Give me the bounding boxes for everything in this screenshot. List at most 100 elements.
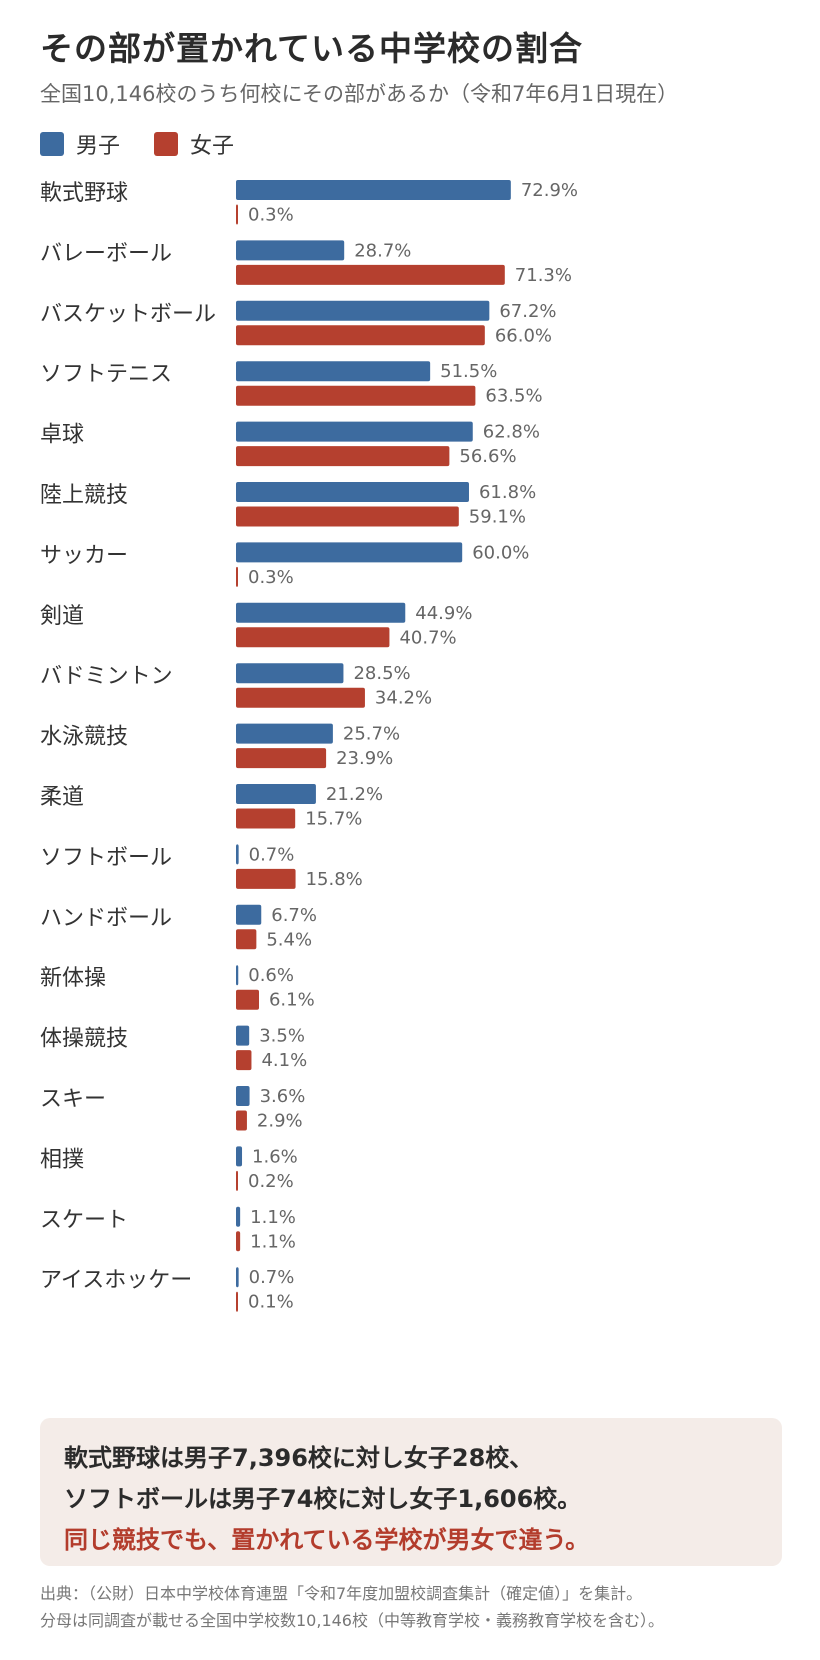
category-label: 軟式野球 <box>40 181 128 206</box>
value-label-female: 63.5% <box>485 386 542 407</box>
category-label: 水泳競技 <box>40 725 128 750</box>
bar-female <box>236 1231 241 1252</box>
bar-male <box>236 904 262 925</box>
bar-male <box>236 1086 250 1106</box>
category-label: バスケットボール <box>40 302 216 327</box>
bar-male <box>236 180 511 200</box>
category-label: バレーボール <box>40 241 172 266</box>
value-label-male: 0.7% <box>249 844 295 865</box>
category-label: 卓球 <box>40 423 84 448</box>
value-label-female: 66.0% <box>495 325 552 346</box>
legend-label-female: 女子 <box>190 134 235 159</box>
value-label-female: 0.2% <box>248 1171 294 1192</box>
bar-female <box>236 868 296 889</box>
value-label-female: 23.9% <box>336 748 393 769</box>
value-label-male: 25.7% <box>343 724 400 745</box>
bar-female <box>236 385 476 406</box>
value-label-male: 60.0% <box>472 542 529 563</box>
bar-female <box>236 1050 252 1071</box>
bar-male <box>236 542 463 563</box>
bar-female <box>236 204 238 225</box>
value-label-female: 5.4% <box>266 929 312 950</box>
value-label-female: 71.3% <box>515 265 572 286</box>
category-label: 新体操 <box>40 966 106 991</box>
bar-male <box>236 300 490 321</box>
bar-chart: 軟式野球 72.9% 0.3% バレーボール 28.7% 71.3% バスケットボール 67.… <box>40 180 578 1313</box>
bar-male <box>236 663 344 684</box>
chart-title: その部が置かれている中学校の割合 <box>40 29 584 68</box>
category-label: 体操競技 <box>40 1027 128 1052</box>
category-label: ハンドボール <box>40 906 172 931</box>
bar-female <box>236 446 450 467</box>
bar-male <box>236 240 345 261</box>
bar-female <box>236 566 238 587</box>
category-label: ソフトボール <box>40 845 172 870</box>
legend-item-male: 男子 <box>40 128 120 160</box>
value-label-female: 0.3% <box>248 567 294 588</box>
value-label-female: 2.9% <box>257 1111 303 1132</box>
value-label-female: 0.3% <box>248 205 294 226</box>
value-label-female: 15.8% <box>306 869 363 890</box>
category-label: サッカー <box>40 543 128 568</box>
value-label-female: 6.1% <box>269 990 315 1011</box>
bar-male <box>236 1146 243 1167</box>
bar-male <box>236 421 473 442</box>
category-label: ソフトテニス <box>40 362 172 387</box>
source-line-1: 出典：（公財）日本中学校体育連盟「令和7年度加盟校調査集計（確定値）」を集計。 <box>40 1584 643 1603</box>
value-label-male: 67.2% <box>499 301 556 322</box>
category-label: 陸上競技 <box>40 483 128 508</box>
bar-male <box>236 723 333 744</box>
value-label-male: 0.7% <box>249 1267 295 1288</box>
legend-label-male: 男子 <box>76 134 121 159</box>
category-label: バドミントン <box>40 664 173 689</box>
bar-male <box>236 602 406 623</box>
bar-male <box>236 965 239 986</box>
legend-item-female: 女子 <box>154 128 234 160</box>
category-label: アイスホッケー <box>40 1268 192 1293</box>
bar-female <box>236 264 505 285</box>
bar-male <box>236 1206 241 1227</box>
bar-male <box>236 1267 239 1288</box>
value-label-male: 28.7% <box>354 240 411 261</box>
bar-male <box>236 784 316 804</box>
value-label-female: 34.2% <box>375 688 432 709</box>
source-note: 出典：（公財）日本中学校体育連盟「令和7年度加盟校調査集計（確定値）」を集計。 … <box>40 1580 664 1634</box>
value-label-female: 0.1% <box>248 1292 294 1313</box>
note-line-2: ソフトボールは男子74校に対し女子1,606校。 <box>64 1485 582 1513</box>
bar-female <box>236 808 296 829</box>
value-label-female: 40.7% <box>399 627 456 648</box>
bar-female <box>236 929 257 950</box>
value-label-male: 3.5% <box>259 1026 305 1047</box>
note-line-3: 同じ競技でも、置かれている学校が男女で違う。 <box>64 1526 590 1554</box>
value-label-male: 44.9% <box>415 603 472 624</box>
summary-note: 軟式野球は男子7,396校に対し女子28校、 ソフトボールは男子74校に対し女子… <box>40 1418 782 1566</box>
bar-female <box>236 627 390 648</box>
value-label-male: 28.5% <box>353 663 410 684</box>
bar-male <box>236 1025 250 1046</box>
bar-female <box>236 687 365 708</box>
bar-female <box>236 1291 238 1312</box>
chart-subtitle: 全国10,146校のうち何校にその部があるか（令和7年6月1日現在） <box>40 82 679 106</box>
category-label: スキー <box>40 1087 106 1112</box>
bar-male <box>236 482 469 502</box>
value-label-female: 59.1% <box>469 507 526 528</box>
category-label: スケート <box>40 1208 128 1233</box>
bar-female <box>236 989 259 1010</box>
bar-female <box>236 325 485 346</box>
value-label-male: 62.8% <box>483 422 540 443</box>
bar-female <box>236 1170 238 1191</box>
value-label-male: 0.6% <box>248 965 294 986</box>
value-label-female: 4.1% <box>261 1050 307 1071</box>
value-label-male: 1.6% <box>252 1146 298 1167</box>
source-line-2: 分母は同調査が載せる全国中学校数10,146校（中等教育学校・義務教育学校を含む… <box>40 1611 664 1630</box>
category-label: 相撲 <box>40 1147 84 1172</box>
legend-swatch-female <box>154 132 179 156</box>
bar-female <box>236 748 327 769</box>
note-line-1: 軟式野球は男子7,396校に対し女子28校、 <box>64 1444 534 1472</box>
value-label-male: 51.5% <box>440 361 497 382</box>
legend-swatch-male <box>40 132 64 156</box>
category-label: 柔道 <box>40 785 84 810</box>
category-label: 剣道 <box>40 604 84 629</box>
value-label-male: 1.1% <box>250 1207 296 1228</box>
value-label-female: 56.6% <box>459 446 516 467</box>
